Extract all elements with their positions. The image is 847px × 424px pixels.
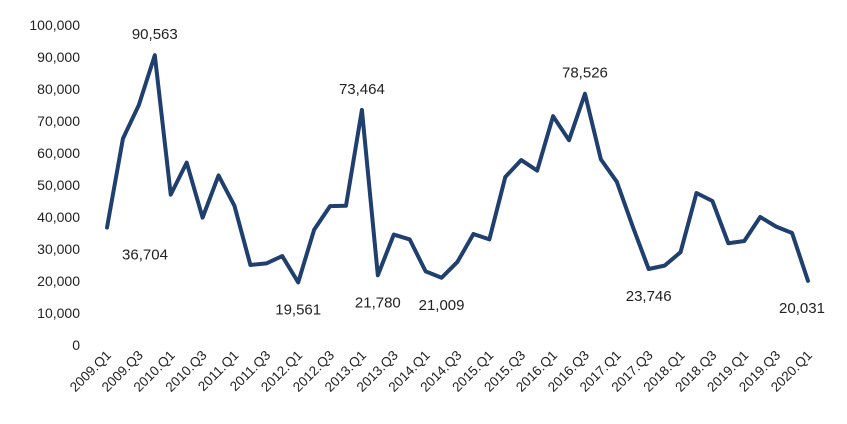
data-point [471, 232, 475, 236]
y-tick-label: 50,000 [37, 177, 80, 193]
data-point [647, 267, 651, 271]
data-point [105, 226, 109, 230]
data-point [424, 269, 428, 273]
data-point [710, 199, 714, 203]
plot-area [105, 53, 810, 285]
data-point [360, 108, 364, 112]
data-point [487, 237, 491, 241]
data-point [185, 161, 189, 165]
data-point [615, 180, 619, 184]
data-point [440, 276, 444, 280]
data-point [344, 204, 348, 208]
data-label: 21,780 [355, 294, 401, 311]
data-point [456, 260, 460, 264]
data-point [121, 137, 125, 141]
data-point [742, 239, 746, 243]
data-point [694, 191, 698, 195]
data-point [153, 53, 157, 57]
data-point [328, 204, 332, 208]
data-point [567, 138, 571, 142]
data-label: 19,561 [275, 301, 321, 318]
data-label: 20,031 [779, 300, 825, 317]
y-tick-label: 40,000 [37, 209, 80, 225]
y-tick-label: 70,000 [37, 113, 80, 129]
y-tick-label: 10,000 [37, 305, 80, 321]
data-point [758, 215, 762, 219]
data-point [806, 279, 810, 283]
series-line [105, 53, 810, 285]
y-tick-label: 80,000 [37, 81, 80, 97]
data-point [774, 225, 778, 229]
data-label: 73,464 [339, 81, 385, 98]
data-point [583, 92, 587, 96]
data-label: 36,704 [122, 247, 168, 264]
data-label: 78,526 [562, 65, 608, 82]
data-point [535, 169, 539, 173]
y-tick-label: 100,000 [29, 17, 80, 33]
data-label: 21,009 [419, 297, 465, 314]
y-tick-label: 20,000 [37, 273, 80, 289]
y-axis: 0 10,000 20,000 30,000 40,000 50,000 60,000 70,… [29, 17, 80, 353]
data-point [790, 231, 794, 235]
data-point [137, 103, 141, 107]
data-point [726, 241, 730, 245]
data-point [408, 237, 412, 241]
data-point [217, 173, 221, 177]
data-point [551, 114, 555, 118]
data-point [201, 216, 205, 220]
data-point [392, 233, 396, 237]
x-axis: 2009.Q12009.Q32010.Q12010.Q32011.Q12011.… [67, 348, 815, 395]
data-label: 90,563 [132, 26, 178, 43]
data-point [503, 175, 507, 179]
data-point [679, 250, 683, 254]
y-tick-label: 30,000 [37, 241, 80, 257]
data-point [280, 254, 284, 258]
data-point [631, 225, 635, 229]
data-point [296, 280, 300, 284]
data-point [519, 158, 523, 162]
data-label: 23,746 [626, 288, 672, 305]
data-point [248, 263, 252, 267]
data-point [232, 204, 236, 208]
data-point [599, 157, 603, 161]
data-point [169, 193, 173, 197]
data-labels: 36,704 90,563 19,561 73,464 21,780 21,009 78,5… [122, 26, 825, 318]
y-tick-label: 60,000 [37, 145, 80, 161]
y-tick-label: 0 [72, 337, 80, 353]
data-point [663, 264, 667, 268]
data-point [376, 273, 380, 277]
y-tick-label: 90,000 [37, 49, 80, 65]
data-point [264, 261, 268, 265]
data-point [312, 228, 316, 232]
